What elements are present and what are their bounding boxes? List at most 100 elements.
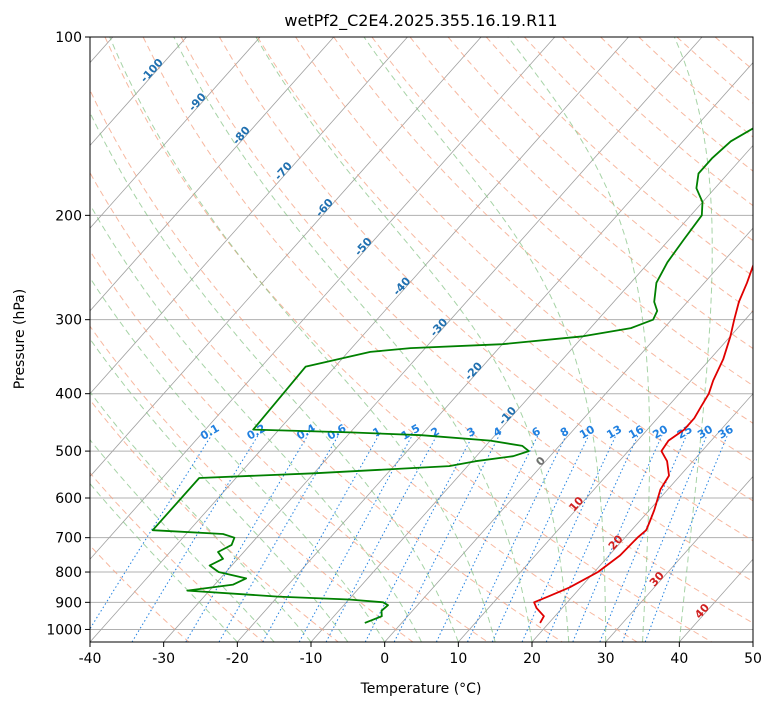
dry-adiabat: [90, 399, 339, 642]
mixing-ratio-line: [435, 434, 539, 642]
x-tick-label: 50: [744, 651, 762, 667]
dry-adiabat: [638, 37, 753, 138]
mixing-ratio-line: [131, 434, 259, 642]
y-tick-label: 900: [55, 595, 82, 611]
mixing-ratio-label: 1: [371, 425, 384, 440]
moist-adiabat: [90, 338, 349, 642]
y-tick-label: 400: [55, 387, 82, 403]
moist-adiabat: [90, 203, 422, 642]
mixing-ratio-label: 36: [716, 423, 736, 442]
mixing-ratio-line: [262, 434, 380, 642]
dry-adiabat: [218, 37, 753, 542]
moist-adiabat: [90, 439, 275, 642]
x-tick-label: 20: [523, 651, 541, 667]
isotherm-line: [531, 393, 753, 642]
x-axis: -40 -30 -20 -10 0 10 20 30 40 50: [79, 642, 762, 667]
isotherm-line: [237, 62, 753, 642]
plot-frame: [89, 36, 754, 643]
x-tick-label: 40: [670, 651, 688, 667]
dry-adiabat: [90, 472, 264, 642]
isotherm-line: [163, 37, 703, 642]
x-tick-label: -40: [79, 651, 102, 667]
x-tick-label: -10: [300, 651, 323, 667]
mixing-ratio-label: 16: [626, 423, 646, 442]
moist-adiabat: [673, 37, 713, 642]
mixing-ratio-line: [325, 434, 438, 642]
isotherm-line: [458, 310, 753, 642]
x-tick-label: 30: [597, 651, 615, 667]
dry-adiabat: [485, 37, 753, 277]
isotherm-label: -70: [272, 159, 295, 183]
dry-adiabat: [752, 37, 753, 38]
isotherm-line: [90, 37, 408, 395]
y-axis-label: Pressure (hPa): [12, 289, 28, 389]
isotherm-label: -40: [390, 274, 413, 298]
isotherm-line: [90, 37, 482, 478]
isotherm-label: 20: [606, 532, 626, 552]
dry-adiabat: [600, 37, 753, 172]
mixing-ratio-line: [185, 434, 309, 642]
isotherm-label: -80: [230, 124, 253, 148]
dry-adiabat: [180, 37, 753, 583]
y-tick-label: 1000: [46, 622, 82, 638]
dry-adiabat: [257, 37, 753, 502]
moist-adiabat: [90, 482, 238, 642]
isotherm-line: [90, 37, 556, 560]
isotherm-label: -60: [313, 196, 336, 220]
moist-adiabat: [90, 391, 312, 642]
y-tick-label: 100: [55, 30, 82, 46]
y-tick-label: 700: [55, 531, 82, 547]
isotherm-label: -100: [138, 56, 166, 85]
mixing-ratio-line: [364, 434, 474, 642]
isotherm-label: 10: [566, 494, 586, 514]
mixing-ratio-label: 6: [530, 424, 543, 439]
dry-adiabat: [447, 37, 753, 313]
isotherm-line: [384, 227, 753, 642]
dry-adiabat: [562, 37, 753, 207]
moist-adiabat: [173, 37, 533, 642]
dry-adiabat: [90, 544, 190, 642]
dry-adiabat: [90, 171, 563, 642]
isotherm-label: -20: [462, 359, 485, 383]
mixing-ratio-line: [298, 434, 413, 642]
dry-adiabat: [524, 37, 753, 242]
y-tick-label: 500: [55, 444, 82, 460]
dry-adiabat: [90, 250, 488, 642]
dewpoint-line: [151, 127, 753, 624]
isotherm-line: [90, 37, 261, 229]
isotherm-label: 40: [692, 601, 712, 621]
mixing-ratio-line: [545, 434, 639, 642]
isotherm-label: 0: [533, 454, 548, 469]
isotherm-label: -50: [352, 235, 375, 259]
y-tick-label: 600: [55, 491, 82, 507]
line-labels: 0.1 0.2 0.4 0.6 1 1.5 2 3 4 6 8 10 13 16 20 25 30 36-100-…: [138, 56, 736, 621]
y-tick-label: 300: [55, 313, 82, 329]
mixing-ratio-line: [90, 434, 213, 630]
temperature-line: [533, 263, 753, 624]
mixing-ratio-line: [393, 434, 500, 642]
moist-adiabat: [363, 37, 607, 642]
isotherm-label: -90: [186, 90, 209, 114]
x-tick-label: -20: [226, 651, 249, 667]
mixing-ratio-label: 25: [675, 423, 695, 442]
isotherm-line: [90, 37, 187, 147]
mixing-ratio-line: [572, 434, 663, 642]
y-tick-label: 200: [55, 208, 82, 224]
mixing-ratio-label: 0.1: [198, 422, 221, 443]
chart-title: wetPf2_C2E4.2025.355.16.19.R11: [284, 11, 557, 31]
isotherm-line: [310, 144, 753, 642]
dry-adiabat: [714, 37, 753, 71]
isotherm-line: [605, 475, 753, 642]
dry-adiabat: [90, 89, 638, 642]
mixing-ratio-label: 8: [558, 425, 571, 440]
moist-adiabat: [255, 37, 570, 642]
x-tick-label: 10: [449, 651, 467, 667]
moist-adiabat: [90, 111, 459, 642]
mixing-ratio-line: [644, 435, 728, 642]
mixing-ratio-line: [467, 434, 567, 642]
x-tick-label: 0: [380, 651, 389, 667]
mixing-ratio-line: [218, 434, 339, 642]
y-axis: 100 200 300 400 500 600 700 800 900 1000: [46, 30, 90, 638]
dry-adiabat: [104, 37, 712, 642]
